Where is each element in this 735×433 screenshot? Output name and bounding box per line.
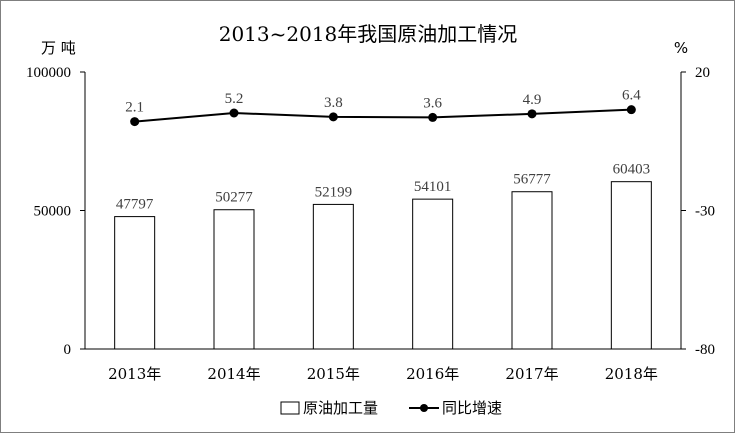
bar-series: 47797 50277 52199 54101 56777 60403 bbox=[114, 162, 652, 350]
line-point bbox=[130, 117, 140, 127]
bar bbox=[213, 209, 255, 350]
category-label: 2014年 bbox=[207, 365, 260, 383]
chart-title: 2013~2018年我国原油加工情况 bbox=[219, 22, 518, 46]
category-labels: 2013年 2014年 2015年 2016年 2017年 2018年 bbox=[108, 365, 658, 383]
line-data-label: 5.2 bbox=[225, 91, 244, 107]
line-data-label: 3.8 bbox=[324, 95, 343, 111]
series-line bbox=[134, 108, 632, 123]
line-point bbox=[527, 109, 537, 119]
bar-data-label: 54101 bbox=[414, 179, 452, 195]
legend-bar-label: 原油加工量 bbox=[303, 399, 378, 417]
category-label: 2017年 bbox=[505, 365, 558, 383]
right-tick-label: -80 bbox=[695, 342, 715, 358]
bar bbox=[610, 181, 652, 350]
right-tick-label: 20 bbox=[695, 65, 710, 81]
line-data-label: 4.9 bbox=[523, 92, 542, 108]
left-axis-ticks: 0 50000 100000 bbox=[26, 65, 85, 358]
right-axis-unit: % bbox=[674, 39, 688, 57]
bar bbox=[114, 216, 156, 350]
line-point bbox=[328, 112, 338, 122]
legend-line-marker bbox=[420, 404, 428, 412]
left-tick-label: 0 bbox=[64, 342, 72, 358]
bar-data-label: 56777 bbox=[513, 172, 551, 188]
category-label: 2015年 bbox=[307, 365, 360, 383]
line-series: 2.1 5.2 3.8 3.6 4.9 6.4 bbox=[125, 88, 641, 127]
category-label: 2013年 bbox=[108, 365, 161, 383]
bar bbox=[412, 198, 454, 350]
legend: 原油加工量 同比增速 bbox=[280, 399, 502, 417]
line-data-label: 2.1 bbox=[125, 100, 144, 116]
bar-data-label: 52199 bbox=[315, 184, 353, 200]
right-axis-ticks: -80 -30 20 bbox=[681, 65, 715, 358]
category-label: 2016年 bbox=[406, 365, 459, 383]
legend-line-label: 同比增速 bbox=[442, 399, 502, 417]
line-data-label: 6.4 bbox=[622, 88, 641, 104]
left-tick-label: 50000 bbox=[34, 204, 72, 220]
legend-bar-swatch bbox=[280, 401, 300, 415]
bar-data-label: 50277 bbox=[215, 190, 253, 206]
left-tick-label: 100000 bbox=[26, 65, 71, 81]
bar bbox=[511, 191, 553, 350]
left-axis-unit: 万 吨 bbox=[41, 39, 76, 57]
bar bbox=[312, 203, 354, 350]
line-data-label: 3.6 bbox=[423, 95, 442, 111]
line-point bbox=[428, 112, 438, 122]
right-tick-label: -30 bbox=[695, 204, 715, 220]
line-point bbox=[229, 108, 239, 118]
category-label: 2018年 bbox=[605, 365, 658, 383]
bar-data-label: 47797 bbox=[116, 197, 154, 213]
line-point bbox=[626, 105, 636, 115]
bar-data-label: 60403 bbox=[613, 162, 651, 178]
